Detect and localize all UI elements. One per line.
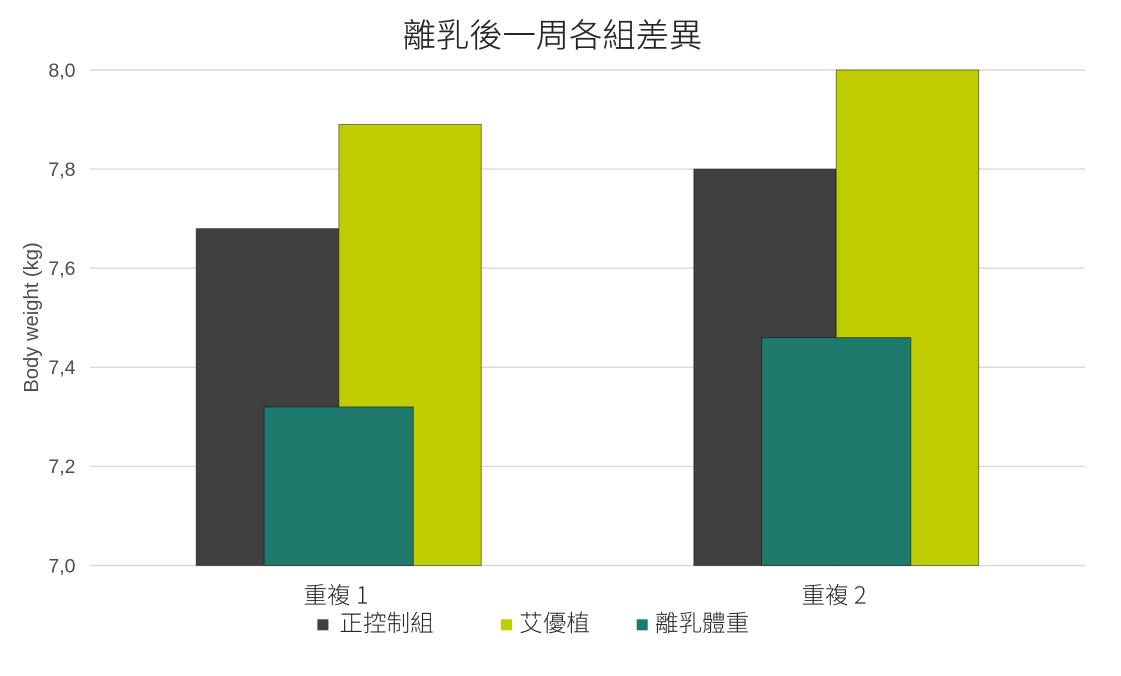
svg-text:7,2: 7,2 [48,456,75,478]
svg-text:Body weight (kg): Body weight (kg) [21,242,43,392]
svg-text:8,0: 8,0 [48,60,75,82]
svg-text:7,0: 7,0 [48,555,75,577]
svg-text:7,6: 7,6 [48,258,75,280]
svg-text:7,8: 7,8 [48,159,75,181]
svg-text:7,4: 7,4 [48,357,75,379]
